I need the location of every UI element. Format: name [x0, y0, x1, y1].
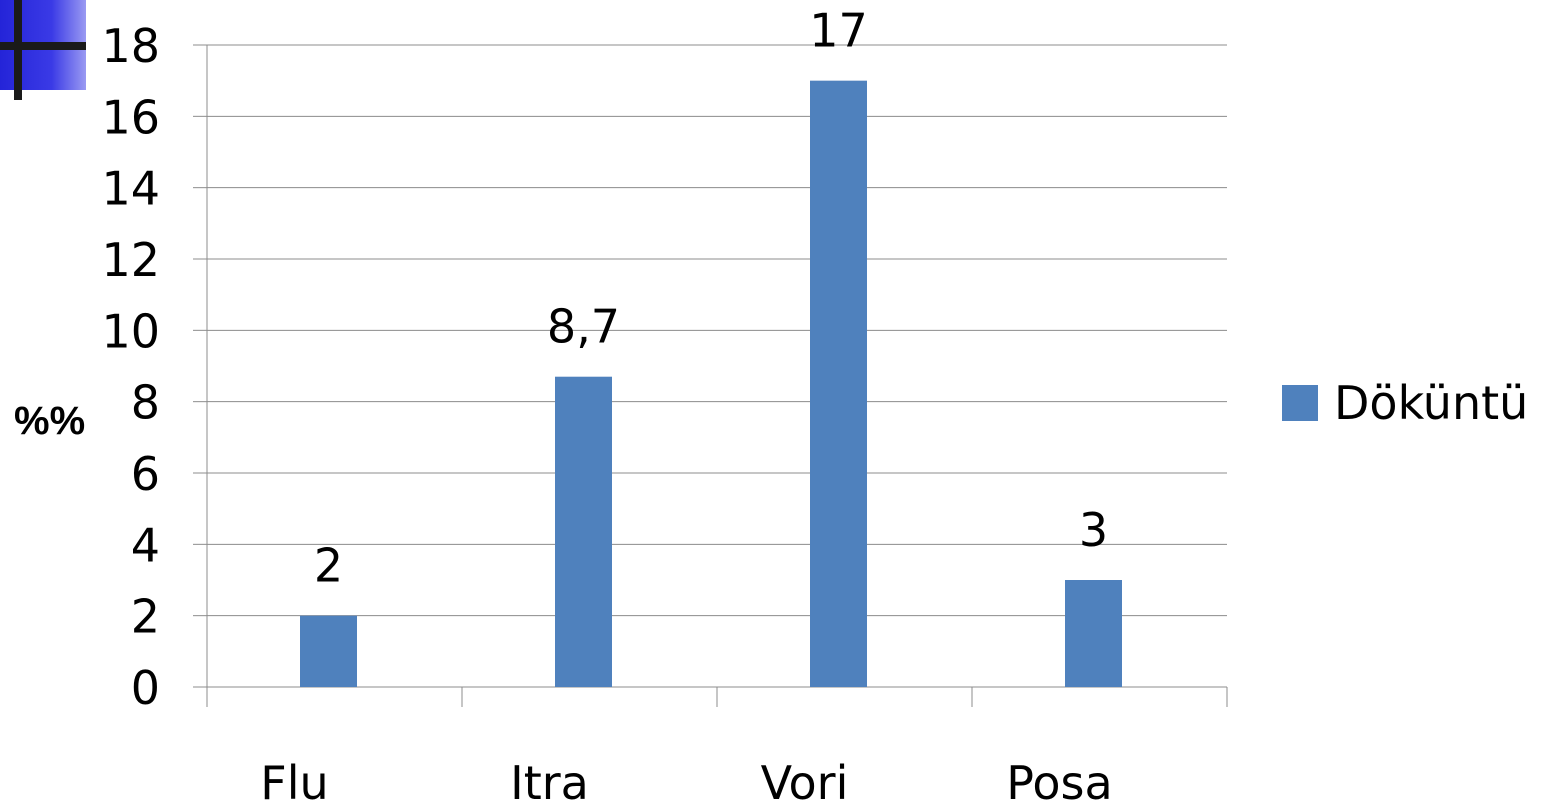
y-tick-label: 6 [131, 447, 160, 501]
legend: Döküntü [1282, 376, 1528, 430]
data-label: 2 [314, 539, 343, 593]
y-tick-label: 4 [131, 518, 160, 572]
y-tick-label: 10 [101, 304, 160, 358]
blue-square-cross-icon [0, 0, 86, 100]
legend-swatch [1282, 385, 1318, 421]
bar-vori [810, 80, 867, 687]
y-tick-label: 16 [101, 90, 160, 144]
y-tick-label: 0 [131, 661, 160, 715]
y-axis-label: %% [14, 399, 85, 443]
legend-label: Döküntü [1334, 376, 1528, 430]
x-category-label: Itra [510, 756, 589, 807]
bar-posa [1065, 580, 1122, 687]
y-tick-label: 8 [131, 376, 160, 430]
data-label: 3 [1079, 503, 1108, 557]
bar-itra [555, 376, 612, 687]
bars [300, 80, 1122, 687]
gridlines [207, 44, 1227, 617]
y-tick-label: 2 [131, 590, 160, 644]
x-category-label: Posa [1006, 756, 1112, 807]
y-tick-label: 18 [101, 19, 160, 73]
data-label: 17 [809, 4, 868, 58]
data-label: 8,7 [547, 300, 620, 354]
labels: 0 2 4 6 8 10 12 14 16 18 2 Flu 8,7 Itra 17 Vori 3 Posa [101, 4, 1112, 807]
y-tick-label: 14 [101, 162, 160, 216]
axes [193, 44, 1228, 707]
x-category-label: Flu [260, 756, 328, 807]
y-tick-label: 12 [101, 233, 160, 287]
x-category-label: Vori [761, 756, 849, 807]
bar-flu [300, 615, 357, 687]
